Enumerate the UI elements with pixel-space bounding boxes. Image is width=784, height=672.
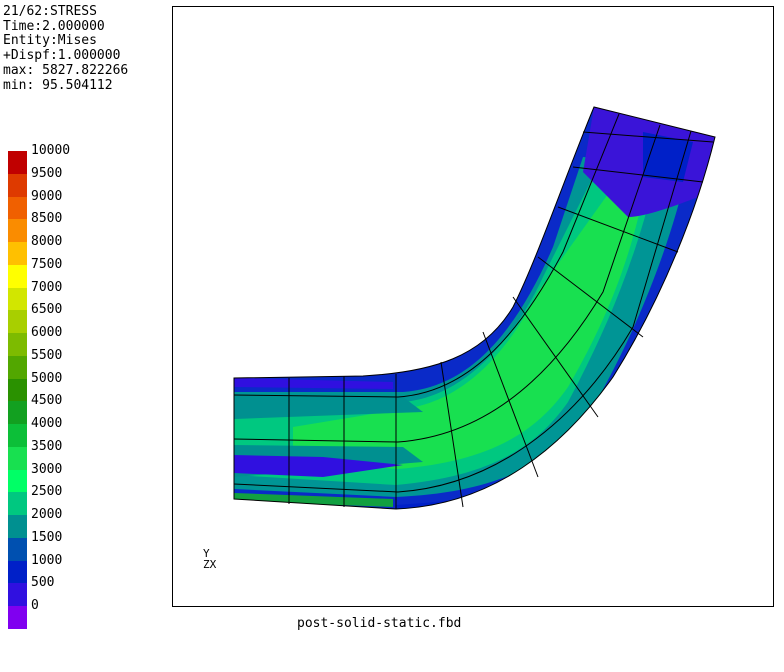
mesh-lines <box>233 106 716 510</box>
legend-swatch <box>8 515 27 538</box>
step-label: 21/62:STRESS <box>3 4 97 19</box>
stress-contour-plot[interactable] <box>173 7 775 608</box>
entity-label: Entity:Mises <box>3 33 97 49</box>
axis-y-label: Y <box>203 547 210 560</box>
legend-swatch <box>8 537 27 561</box>
legend-swatch <box>8 378 27 402</box>
legend-swatch <box>8 355 27 379</box>
legend-label: 10000 <box>31 143 71 158</box>
legend-label: 1500 <box>31 529 63 545</box>
legend-label: 4500 <box>31 393 63 409</box>
legend-label: 6000 <box>31 325 63 340</box>
legend-label: 9500 <box>31 165 63 181</box>
filename-label: post-solid-static.fbd <box>297 616 462 631</box>
legend-label: 3000 <box>31 461 63 477</box>
model-viewport[interactable] <box>172 6 774 607</box>
legend-swatch <box>8 583 27 606</box>
legend-swatch <box>8 151 27 174</box>
axis-z-label: Z <box>203 558 210 571</box>
legend-label: 2500 <box>31 484 63 500</box>
legend-swatch <box>8 446 27 470</box>
max-label: max: 5827.822266 <box>3 62 129 78</box>
legend-swatch <box>8 333 27 356</box>
legend-label: 7500 <box>31 256 63 272</box>
axis-triad: Y ZX <box>203 548 216 570</box>
legend-swatch <box>8 196 27 220</box>
legend-swatch <box>8 401 27 424</box>
legend-label: 500 <box>31 575 55 591</box>
dispf-label: +Dispf:1.000000 <box>3 48 121 64</box>
min-label: min: 95.504112 <box>3 77 113 93</box>
legend-swatch <box>8 492 27 515</box>
legend-label: 7000 <box>31 279 63 295</box>
legend-label: 2000 <box>31 507 63 522</box>
legend-swatch <box>8 264 27 288</box>
contour-fill <box>234 107 715 509</box>
legend-swatch <box>8 424 27 447</box>
legend-label: 1000 <box>31 552 63 568</box>
legend-label: 6500 <box>31 302 63 318</box>
legend-label: 8500 <box>31 211 63 227</box>
legend-swatch <box>8 310 27 333</box>
info-panel: 21/62:STRESS Time:2.000000 Entity:Mises … <box>3 4 129 93</box>
legend-label: 8000 <box>31 234 63 249</box>
legend-swatch <box>8 219 27 242</box>
legend-swatch <box>8 173 27 197</box>
time-label: Time:2.000000 <box>3 18 105 34</box>
legend-label: 3500 <box>31 438 63 454</box>
legend-label: 9000 <box>31 188 63 204</box>
legend-label: 5000 <box>31 370 63 386</box>
legend-label: 0 <box>31 598 39 613</box>
legend-swatch <box>8 242 27 265</box>
legend-swatch <box>8 469 27 493</box>
legend-swatch <box>8 560 27 584</box>
legend-swatch <box>8 606 27 629</box>
legend-swatch <box>8 287 27 311</box>
legend-label: 5500 <box>31 347 63 363</box>
legend-label: 4000 <box>31 416 63 431</box>
axis-x-label: X <box>209 558 217 571</box>
